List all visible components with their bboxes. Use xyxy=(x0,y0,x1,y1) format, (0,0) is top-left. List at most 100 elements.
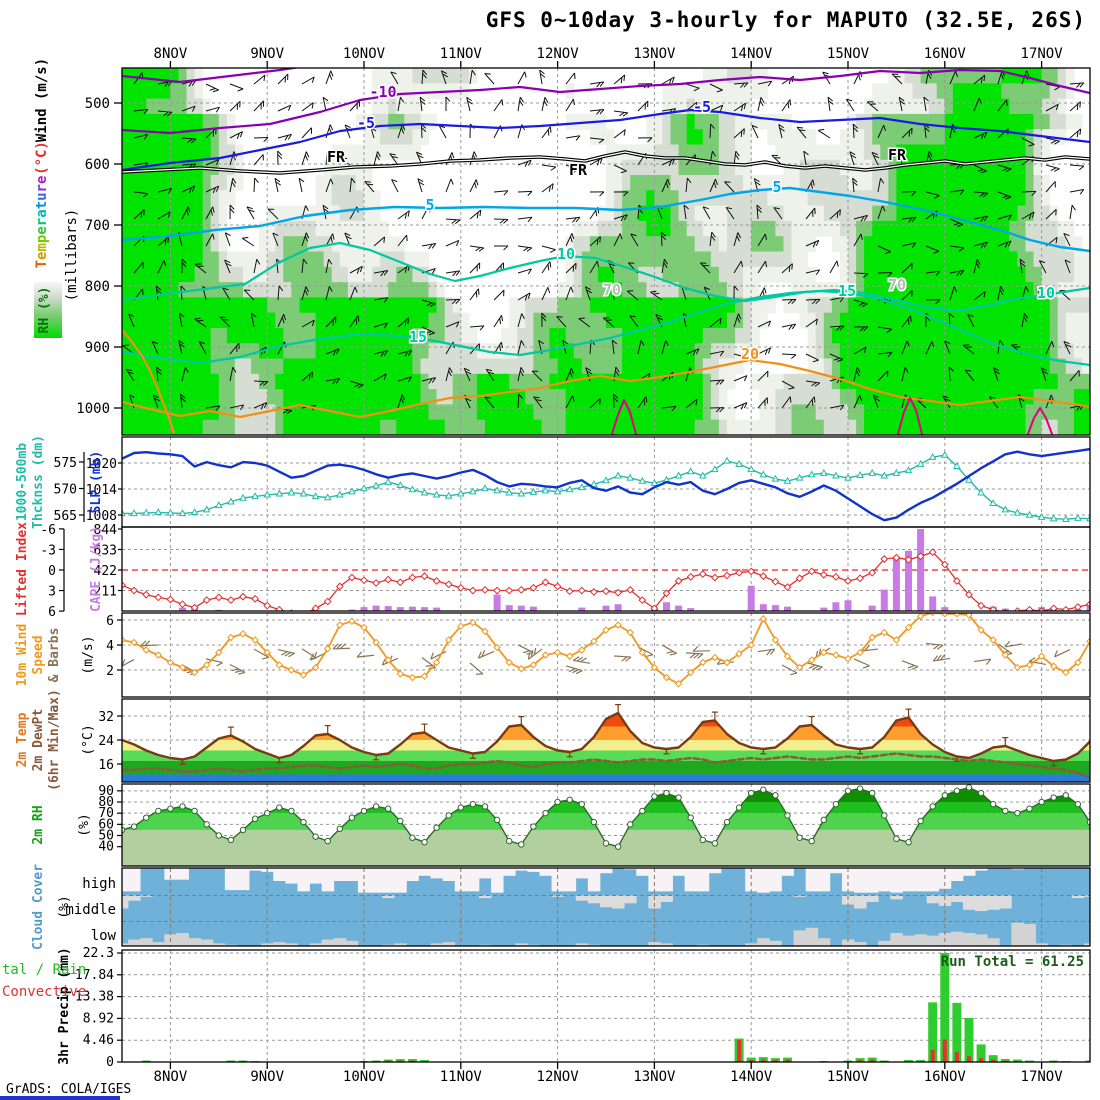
grads-credit: GrADS: COLA/IGES xyxy=(6,1082,132,1097)
svg-text:600: 600 xyxy=(85,157,110,173)
svg-text:8.92: 8.92 xyxy=(83,1011,114,1026)
contour-lines xyxy=(122,68,1090,435)
svg-text:6: 6 xyxy=(106,614,114,629)
svg-text:FR: FR xyxy=(888,146,907,164)
svg-text:11NOV: 11NOV xyxy=(440,46,483,62)
svg-text:0: 0 xyxy=(106,1055,114,1070)
panel1-axis-labels: Wind (m/s)(°C)Temperature RH (%) (millibar… xyxy=(34,58,80,338)
svg-text:17NOV: 17NOV xyxy=(1021,46,1064,62)
svg-text:5: 5 xyxy=(772,178,781,196)
svg-text:10: 10 xyxy=(1037,284,1055,302)
svg-text:FR: FR xyxy=(327,148,346,166)
svg-text:3: 3 xyxy=(48,585,56,600)
svg-text:Thcknss (dm): Thcknss (dm) xyxy=(31,435,46,529)
svg-text:211: 211 xyxy=(94,585,117,600)
svg-text:low: low xyxy=(91,928,117,944)
panel7-axes: high middle low Cloud Cover (%) xyxy=(31,864,117,950)
svg-text:16: 16 xyxy=(98,758,114,773)
wind-barbs-10m xyxy=(122,640,1071,676)
contour-labels: -10 -5 -5 FR FR FR 5 5 10 10 15 15 20 70 70 xyxy=(325,82,1056,365)
svg-text:800: 800 xyxy=(85,279,110,295)
bottom-time-axis: 8NOV 9NOV 10NOV 11NOV 12NOV 13NOV 14NOV 15NOV 16… xyxy=(154,1062,1064,1085)
svg-text:70: 70 xyxy=(603,281,621,299)
panel-wind10m: 6 4 2 10m Wind Speed & Barbs (m/s) xyxy=(15,612,1091,698)
svg-text:CAPE (J/kg): CAPE (J/kg) xyxy=(89,526,104,612)
svg-text:(6hr Min/Max): (6hr Min/Max) xyxy=(47,689,62,791)
li-markers xyxy=(122,548,1090,611)
svg-text:2m DewPt: 2m DewPt xyxy=(31,709,46,772)
pressure-axis: 500 600 700 800 900 1000 xyxy=(76,96,122,417)
svg-text:Convective: Convective xyxy=(2,984,86,1000)
panel-temp2m: 32 24 16 2m Temp 2m DewPt (6hr Min/Max) (°C) xyxy=(15,689,1091,791)
svg-text:15NOV: 15NOV xyxy=(827,46,870,62)
svg-text:10m Wind: 10m Wind xyxy=(15,624,30,687)
svg-text:-3: -3 xyxy=(40,543,56,558)
svg-text:6: 6 xyxy=(48,605,56,620)
svg-text:70: 70 xyxy=(888,276,906,294)
svg-text:-5: -5 xyxy=(693,98,711,116)
svg-text:32: 32 xyxy=(98,710,114,725)
wind-markers xyxy=(122,613,1090,688)
panel-precip: Run Total = 61.25 22.3 17.84 13.38 8.92 4.46 0… xyxy=(2,946,1091,1085)
panel-upper-air: -10 -5 -5 FR FR FR 5 5 10 10 15 15 20 70 70 500 600 700 80… xyxy=(34,46,1091,436)
panel3-axes: -6 -3 0 3 6 844 633 422 211 Lifted Index CAPE (J/k… xyxy=(15,522,122,620)
svg-text:2: 2 xyxy=(106,664,114,679)
svg-text:0: 0 xyxy=(48,564,56,579)
svg-text:Lifted Index: Lifted Index xyxy=(15,522,30,616)
svg-text:(°C): (°C) xyxy=(34,141,50,175)
svg-text:17NOV: 17NOV xyxy=(1021,1069,1064,1085)
svg-text:-6: -6 xyxy=(40,523,56,538)
grid-cloud xyxy=(122,868,1090,946)
convective-bars xyxy=(144,1039,1090,1062)
panel-cloud-cover: high middle low Cloud Cover (%) xyxy=(31,864,1091,950)
svg-text:15: 15 xyxy=(409,328,427,346)
svg-text:40: 40 xyxy=(98,840,114,855)
panel3-border xyxy=(121,526,1091,612)
svg-text:9NOV: 9NOV xyxy=(250,1069,284,1085)
panel8-border xyxy=(121,949,1091,1063)
svg-text:middle: middle xyxy=(65,902,116,918)
temp-line xyxy=(122,711,1090,763)
svg-text:(%): (%) xyxy=(57,895,72,918)
top-time-axis: 8NOV 9NOV 10NOV 11NOV 12NOV 13NOV 14NOV 15NOV 16… xyxy=(154,46,1064,68)
svg-text:22.3: 22.3 xyxy=(83,946,114,961)
svg-text:5: 5 xyxy=(425,196,434,214)
svg-text:14NOV: 14NOV xyxy=(730,1069,773,1085)
panel-li-cape: -6 -3 0 3 6 844 633 422 211 Lifted Index CAPE (J/k… xyxy=(15,522,1091,620)
svg-text:14NOV: 14NOV xyxy=(730,46,773,62)
rh-shading xyxy=(122,68,1090,435)
svg-text:(%): (%) xyxy=(77,813,92,836)
svg-text:SLP (mb): SLP (mb) xyxy=(89,451,104,514)
panel6-border xyxy=(121,783,1091,867)
svg-text:1000-500mb: 1000-500mb xyxy=(15,443,30,521)
svg-text:4: 4 xyxy=(106,639,114,654)
svg-text:90: 90 xyxy=(98,784,114,799)
svg-text:844: 844 xyxy=(94,523,118,538)
cloud-row-middle xyxy=(122,895,1090,912)
svg-text:2m Temp: 2m Temp xyxy=(15,712,30,767)
thickness-markers xyxy=(122,450,1090,522)
svg-text:633: 633 xyxy=(94,544,117,559)
grid-li xyxy=(122,527,1090,611)
svg-text:(°C): (°C) xyxy=(81,724,96,755)
svg-text:tal / Rain: tal / Rain xyxy=(2,962,86,978)
svg-text:60: 60 xyxy=(98,817,114,832)
svg-text:-10: -10 xyxy=(369,83,396,101)
svg-text:Temperature: Temperature xyxy=(34,176,50,269)
svg-text:15: 15 xyxy=(838,282,856,300)
credit-underline xyxy=(0,1096,120,1100)
panel2-axes: 575 570 565 1020 1014 1008 1000-500mb Thcknss (… xyxy=(15,435,122,529)
panel-slp-thickness: 575 570 565 1020 1014 1008 1000-500mb Thcknss (… xyxy=(15,435,1091,529)
svg-text:11NOV: 11NOV xyxy=(440,1069,483,1085)
svg-text:12NOV: 12NOV xyxy=(537,46,580,62)
svg-text:575: 575 xyxy=(54,456,77,471)
svg-text:Cloud Cover: Cloud Cover xyxy=(31,864,46,950)
svg-text:80: 80 xyxy=(98,795,114,810)
svg-text:FR: FR xyxy=(569,161,588,179)
panel4-border xyxy=(121,612,1091,698)
svg-text:-5: -5 xyxy=(357,114,375,132)
svg-text:Run Total = 61.25: Run Total = 61.25 xyxy=(941,954,1084,970)
